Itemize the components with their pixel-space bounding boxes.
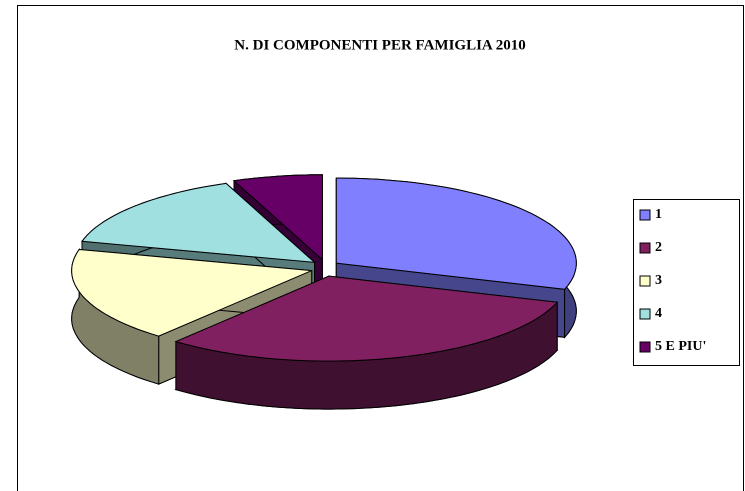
legend-swatch — [639, 275, 651, 287]
slice-top — [81, 182, 316, 264]
legend-label: 2 — [655, 240, 662, 255]
legend-swatch — [639, 308, 651, 320]
slice-top — [335, 177, 577, 290]
slice-top — [174, 275, 559, 362]
pie-slice — [174, 275, 559, 410]
legend-swatch — [639, 341, 651, 353]
legend-swatch — [639, 242, 651, 254]
chart-title: N. DI COMPONENTI PER FAMIGLIA 2010 — [234, 37, 525, 53]
legend-label: 1 — [655, 207, 662, 222]
slice-top — [71, 248, 312, 337]
legend-swatch — [639, 209, 651, 221]
legend-label: 3 — [655, 273, 662, 288]
slice-top — [232, 174, 323, 261]
legend-label: 4 — [655, 306, 662, 321]
legend-box — [633, 199, 740, 366]
legend-label: 5 E PIU' — [655, 339, 706, 354]
